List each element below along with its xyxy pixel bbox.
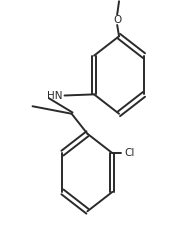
Text: O: O	[113, 15, 121, 25]
Text: HN: HN	[47, 91, 63, 101]
Text: Cl: Cl	[124, 148, 135, 158]
